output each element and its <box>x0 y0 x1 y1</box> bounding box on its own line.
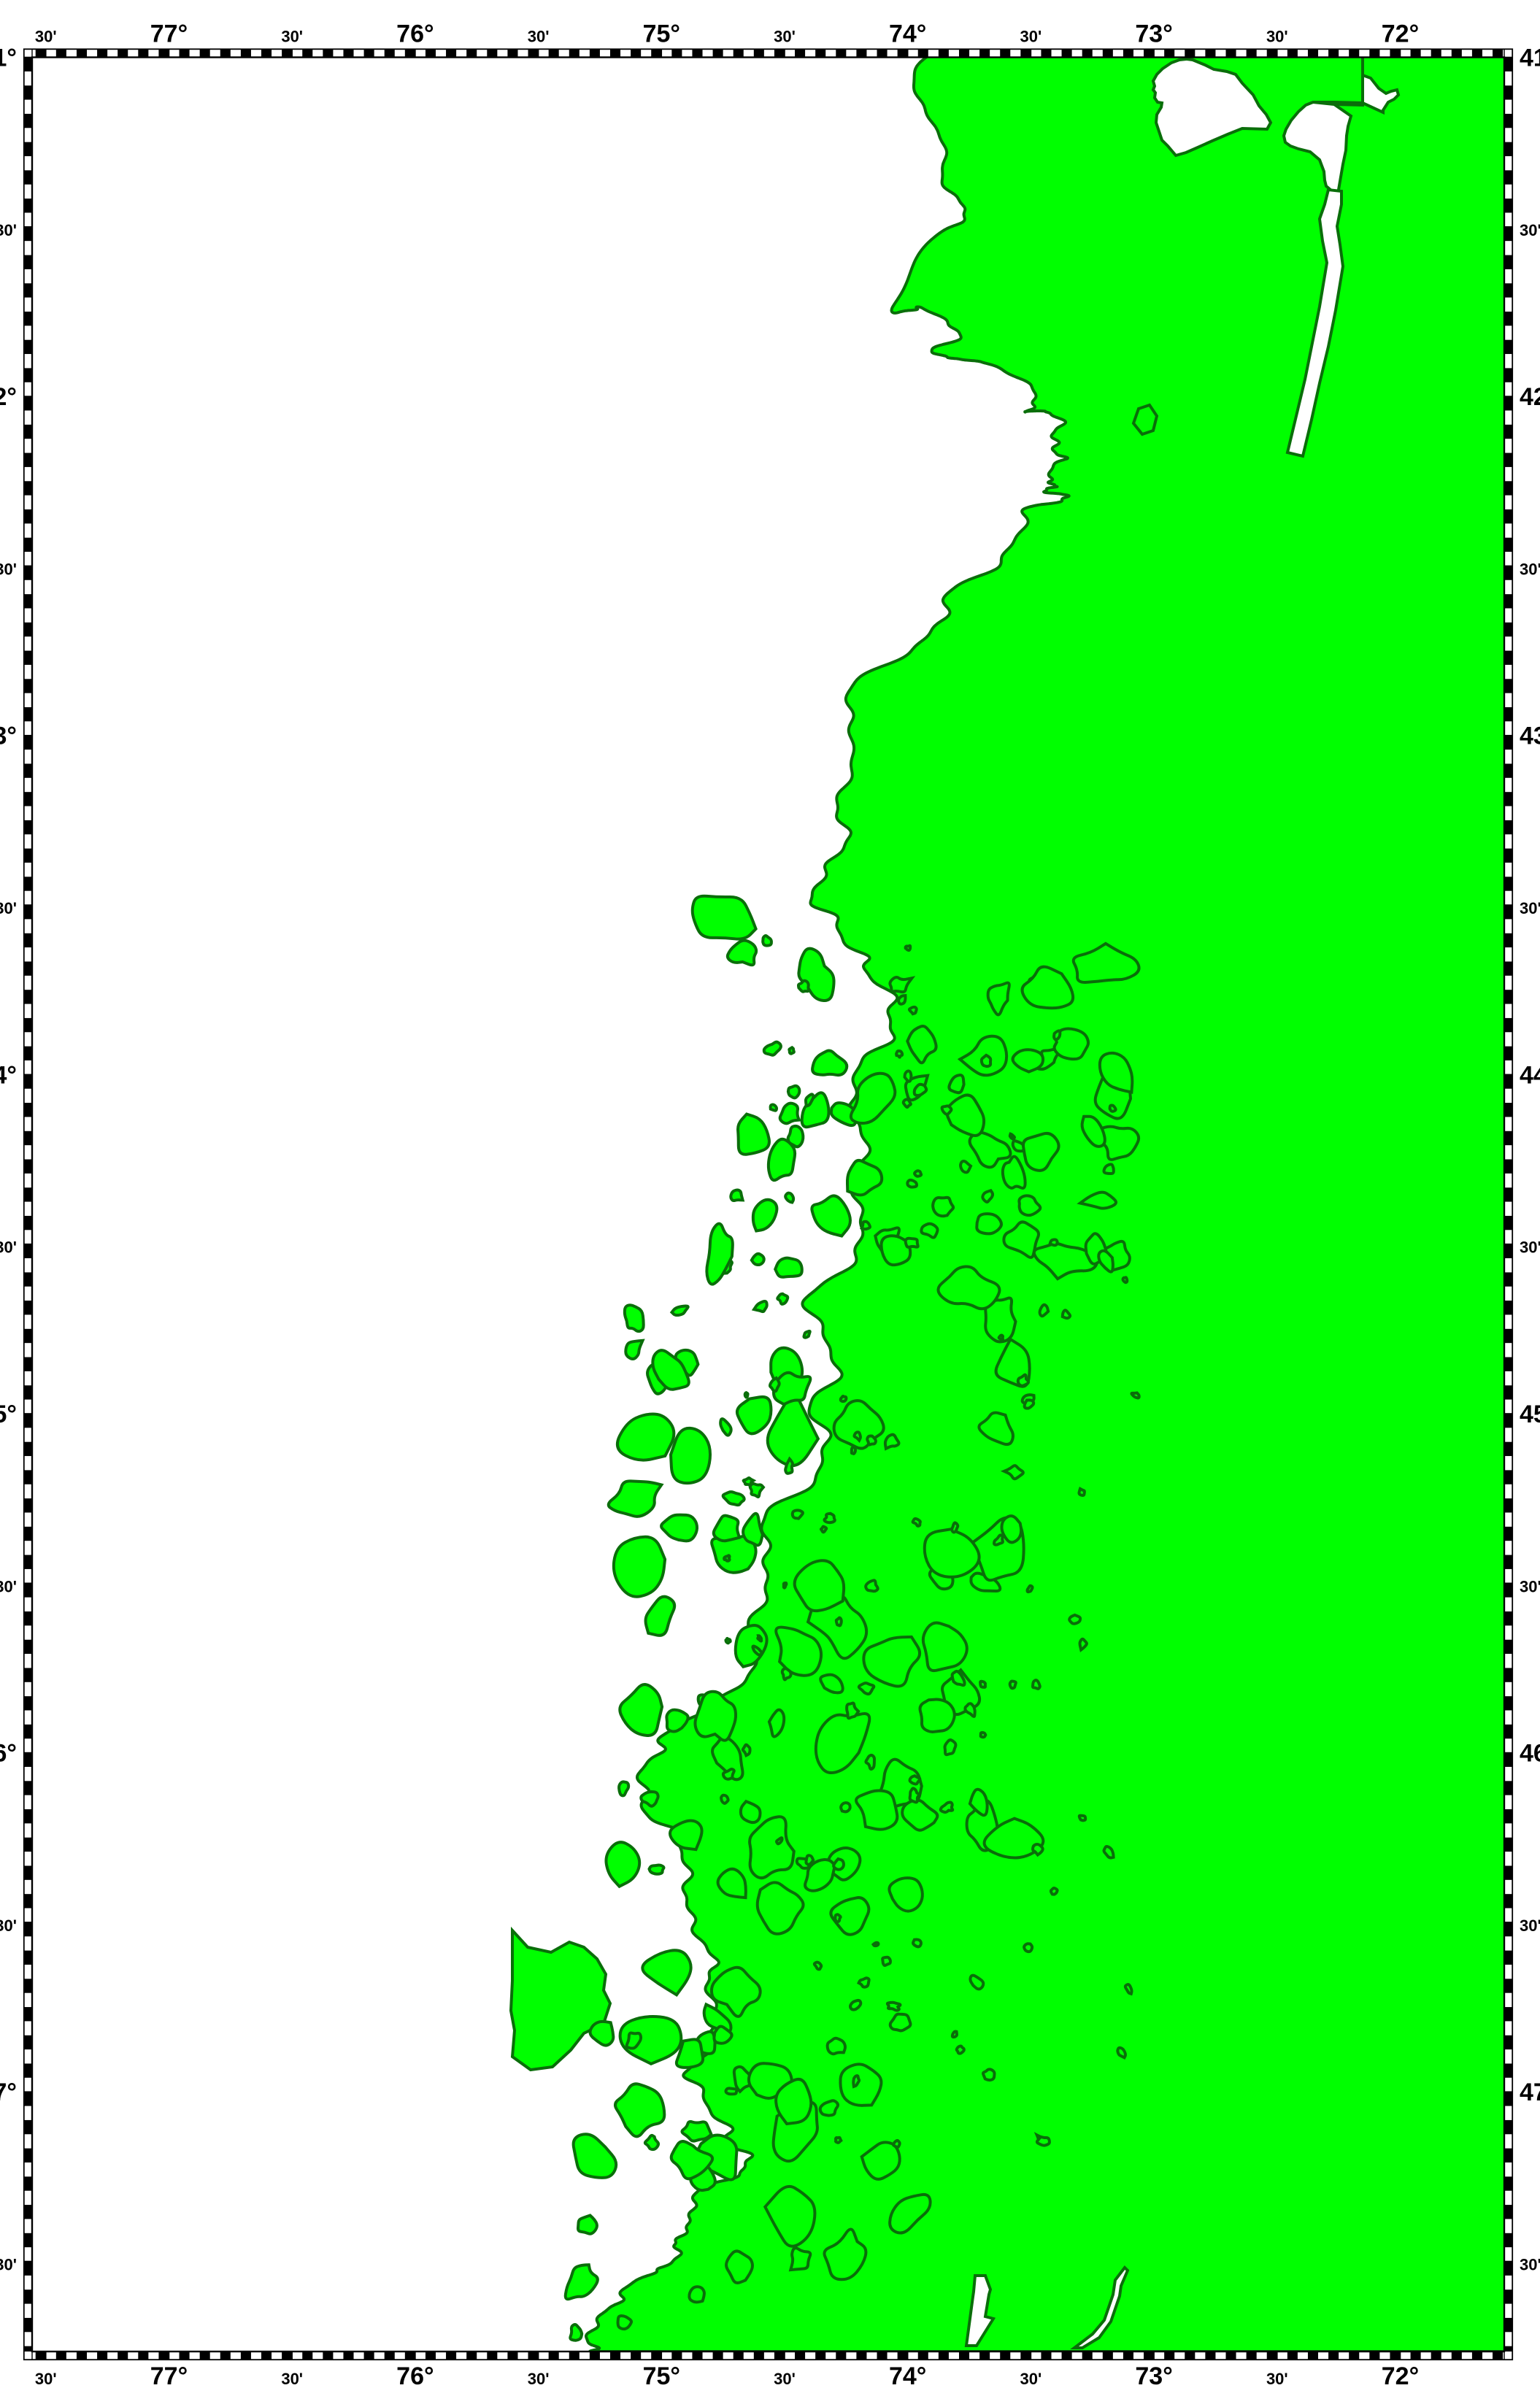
svg-text:72°: 72° <box>1382 2362 1419 2388</box>
svg-text:30': 30' <box>528 2370 550 2388</box>
svg-text:45°: 45° <box>1520 1401 1540 1428</box>
svg-text:41°: 41° <box>0 45 17 72</box>
svg-text:75°: 75° <box>643 2362 680 2388</box>
svg-text:73°: 73° <box>1135 20 1172 48</box>
svg-text:45°: 45° <box>0 1401 17 1428</box>
svg-text:30': 30' <box>1266 2370 1288 2388</box>
svg-text:30': 30' <box>0 2256 17 2274</box>
svg-text:30': 30' <box>1520 1577 1540 1595</box>
svg-text:72°: 72° <box>1382 20 1419 48</box>
svg-text:30': 30' <box>1020 28 1042 46</box>
svg-text:74°: 74° <box>889 2362 926 2388</box>
svg-text:44°: 44° <box>1520 1061 1540 1089</box>
svg-text:77°: 77° <box>150 2362 188 2388</box>
svg-text:30': 30' <box>0 1917 17 1935</box>
svg-text:75°: 75° <box>643 20 680 48</box>
svg-text:47°: 47° <box>0 2079 17 2106</box>
svg-text:46°: 46° <box>0 1740 17 1768</box>
svg-text:41°: 41° <box>1520 45 1540 72</box>
svg-text:43°: 43° <box>0 723 17 750</box>
svg-text:76°: 76° <box>396 2362 434 2388</box>
svg-text:77°: 77° <box>150 20 188 48</box>
svg-text:44°: 44° <box>0 1061 17 1089</box>
svg-text:74°: 74° <box>889 20 926 48</box>
svg-text:30': 30' <box>281 28 303 46</box>
svg-text:30': 30' <box>35 2370 57 2388</box>
svg-text:30': 30' <box>1520 221 1540 239</box>
svg-text:43°: 43° <box>1520 723 1540 750</box>
svg-text:30': 30' <box>35 28 57 46</box>
svg-text:30': 30' <box>0 899 17 917</box>
svg-text:30': 30' <box>1266 28 1288 46</box>
svg-text:76°: 76° <box>396 20 434 48</box>
svg-text:73°: 73° <box>1135 2362 1172 2388</box>
svg-text:47°: 47° <box>1520 2079 1540 2106</box>
svg-text:30': 30' <box>1020 2370 1042 2388</box>
svg-text:30': 30' <box>0 221 17 239</box>
svg-text:30': 30' <box>1520 899 1540 917</box>
svg-text:42°: 42° <box>0 383 17 411</box>
svg-text:30': 30' <box>774 28 796 46</box>
svg-text:30': 30' <box>1520 1239 1540 1257</box>
svg-text:30': 30' <box>0 560 17 578</box>
svg-text:30': 30' <box>774 2370 796 2388</box>
svg-text:30': 30' <box>1520 2256 1540 2274</box>
svg-text:30': 30' <box>1520 1917 1540 1935</box>
svg-text:30': 30' <box>1520 560 1540 578</box>
svg-text:46°: 46° <box>1520 1740 1540 1768</box>
svg-text:30': 30' <box>281 2370 303 2388</box>
svg-text:42°: 42° <box>1520 383 1540 411</box>
svg-text:30': 30' <box>0 1577 17 1595</box>
svg-text:30': 30' <box>0 1239 17 1257</box>
svg-text:30': 30' <box>528 28 550 46</box>
